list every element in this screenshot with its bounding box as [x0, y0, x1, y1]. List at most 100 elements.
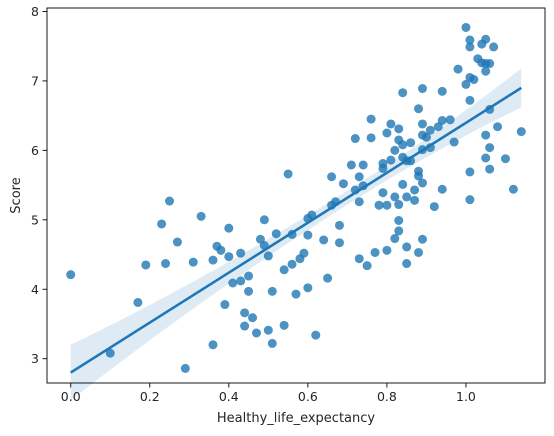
scatter-point [374, 200, 384, 210]
scatter-point [437, 116, 447, 125]
scatter-point [251, 328, 261, 338]
scatter-point [410, 185, 420, 195]
scatter-point [453, 64, 463, 74]
scatter-point [414, 171, 424, 181]
scatter-point [485, 59, 495, 69]
x-tick-label: 0.6 [298, 389, 318, 404]
scatter-point [437, 184, 447, 194]
scatter-point [327, 172, 337, 182]
y-tick-label: 6 [31, 143, 39, 158]
x-tick-label: 0.2 [140, 389, 160, 404]
scatter-point [390, 145, 400, 155]
scatter-point [398, 140, 408, 150]
scatter-point [196, 211, 206, 221]
scatter-point [406, 138, 416, 148]
x-tick-label: 1.0 [456, 389, 476, 404]
scatter-point [437, 86, 447, 96]
scatter-point [485, 143, 495, 153]
scatter-point [394, 226, 404, 236]
x-axis-label: Healthy_life_expectancy [217, 411, 375, 426]
scatter-point [402, 259, 412, 269]
scatter-point [481, 153, 491, 163]
y-axis-label: Score [9, 177, 24, 213]
scatter-point [354, 172, 364, 182]
scatter-point [180, 363, 190, 373]
scatter-point [382, 200, 392, 210]
scatter-point [425, 125, 435, 135]
scatter-point [283, 169, 293, 179]
scatter-point [378, 163, 388, 173]
scatter-point [481, 66, 491, 76]
scatter-point [516, 127, 526, 137]
regression-line-layer [70, 86, 522, 374]
scatter-point [248, 313, 258, 323]
scatter-point [291, 289, 301, 299]
scatter-point [461, 79, 471, 89]
scatter-point [346, 160, 356, 170]
scatter-point [469, 75, 479, 85]
scatter-point [216, 245, 226, 255]
scatter-point [366, 133, 376, 143]
scatter-point [350, 134, 360, 144]
scatter-point [465, 95, 475, 105]
scatter-point [481, 34, 491, 44]
scatter-point [188, 257, 198, 267]
scatter-point [417, 178, 427, 188]
x-tick-label: 0.4 [219, 389, 239, 404]
scatter-point [224, 252, 234, 262]
scatter-point [445, 115, 455, 125]
scatter-point [414, 247, 424, 257]
scatter-point [382, 245, 392, 255]
scatter-point [485, 164, 495, 174]
scatter-point [378, 188, 388, 198]
scatter-point [394, 200, 404, 210]
scatter-point [165, 196, 175, 206]
scatter-point [354, 197, 364, 207]
scatter-point [299, 248, 309, 258]
scatter-point [493, 122, 503, 132]
scatter-point [338, 179, 348, 189]
scatter-point [358, 160, 368, 170]
regression-line [70, 86, 522, 374]
scatter-point [461, 22, 471, 32]
scatter-point [500, 154, 510, 164]
scatter-points-layer [66, 22, 526, 373]
scatter-point [410, 195, 420, 205]
scatter-point [465, 35, 475, 45]
scatter-point [240, 321, 250, 331]
scatter-point [414, 104, 424, 114]
scatter-point [417, 84, 427, 94]
x-axis-ticks: 0.0 0.2 0.4 0.6 0.8 1.0 [61, 383, 476, 404]
scatter-point [279, 265, 289, 275]
scatter-point [267, 286, 277, 296]
scatter-point [334, 220, 344, 230]
scatter-point [402, 192, 412, 202]
scatter-point [279, 320, 289, 330]
scatter-point [481, 130, 491, 140]
scatter-point [465, 195, 475, 205]
scatter-point [133, 297, 143, 307]
scatter-point [465, 167, 475, 177]
y-tick-label: 8 [31, 4, 39, 19]
scatter-point [267, 338, 277, 348]
scatter-point [303, 283, 313, 293]
scatter-point [319, 235, 329, 245]
scatter-point [390, 192, 400, 202]
scatter-point [382, 128, 392, 138]
scatter-point [465, 42, 475, 52]
scatter-point [354, 254, 364, 264]
scatter-point [334, 238, 344, 248]
scatter-point [398, 88, 408, 98]
y-axis-ticks: 3 4 5 6 7 8 [31, 4, 47, 366]
scatter-point [390, 234, 400, 244]
scatter-point [244, 286, 254, 296]
scatter-point [66, 270, 76, 280]
scatter-point [263, 251, 273, 261]
scatter-point [386, 155, 396, 165]
scatter-point [303, 230, 313, 240]
scatter-point [105, 348, 115, 358]
scatter-point [429, 202, 439, 212]
scatter-point [366, 114, 376, 124]
